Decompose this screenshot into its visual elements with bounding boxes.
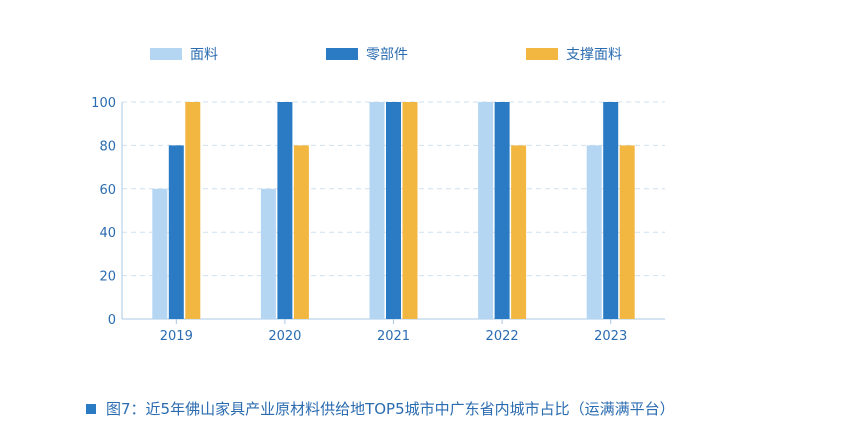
caption-text: 图7：近5年佛山家具产业原材料供给地TOP5城市中广东省内城市占比（运满满平台） <box>106 400 675 418</box>
bar-fabric-2023 <box>586 145 602 319</box>
x-tick-labels: 2019 2020 2021 2022 2023 <box>160 329 627 344</box>
legend-swatch-fabric <box>150 48 182 60</box>
bar-parts-2023 <box>603 102 619 319</box>
legend-item-support-fabric: 支撑面料 <box>526 44 622 64</box>
bar-parts-2021 <box>386 102 401 319</box>
y-tick-label-80: 80 <box>99 139 116 154</box>
y-tick-label-40: 40 <box>99 226 116 241</box>
bar-fabric-2021 <box>369 102 385 319</box>
bar-support-fabric-2023 <box>619 145 635 319</box>
legend-swatch-parts <box>326 48 358 60</box>
legend-swatch-support-fabric <box>526 48 558 60</box>
x-tick-label-2023: 2023 <box>594 329 627 344</box>
bar-fabric-2022 <box>478 102 494 319</box>
x-tick-label-2020: 2020 <box>268 329 301 344</box>
x-tick-label-2021: 2021 <box>377 329 410 344</box>
bar-support-fabric-2022 <box>511 145 527 319</box>
bar-support-fabric-2021 <box>402 102 418 319</box>
bars <box>152 102 635 319</box>
bar-parts-2019 <box>168 145 184 319</box>
y-tick-label-20: 20 <box>99 270 116 285</box>
y-tick-label-60: 60 <box>99 183 116 198</box>
legend-label-fabric: 面料 <box>190 47 218 63</box>
y-tick-labels: 0 20 40 60 80 100 <box>91 96 116 328</box>
y-tick-label-100: 100 <box>91 96 116 111</box>
figure-caption: 图7：近5年佛山家具产业原材料供给地TOP5城市中广东省内城市占比（运满满平台） <box>86 398 675 419</box>
bar-support-fabric-2019 <box>185 102 201 319</box>
legend-item-fabric: 面料 <box>150 44 218 64</box>
legend-item-parts: 零部件 <box>326 44 408 64</box>
x-tick-label-2019: 2019 <box>160 329 193 344</box>
bar-parts-2022 <box>494 102 510 319</box>
caption-marker <box>86 403 96 414</box>
legend-label-parts: 零部件 <box>366 47 408 63</box>
x-tick-label-2022: 2022 <box>486 329 519 344</box>
bar-parts-2020 <box>277 102 293 319</box>
bar-support-fabric-2020 <box>293 145 309 319</box>
y-tick-label-0: 0 <box>108 313 116 328</box>
bar-fabric-2019 <box>152 188 168 319</box>
bar-fabric-2020 <box>260 188 276 319</box>
legend-label-support-fabric: 支撑面料 <box>566 47 622 63</box>
